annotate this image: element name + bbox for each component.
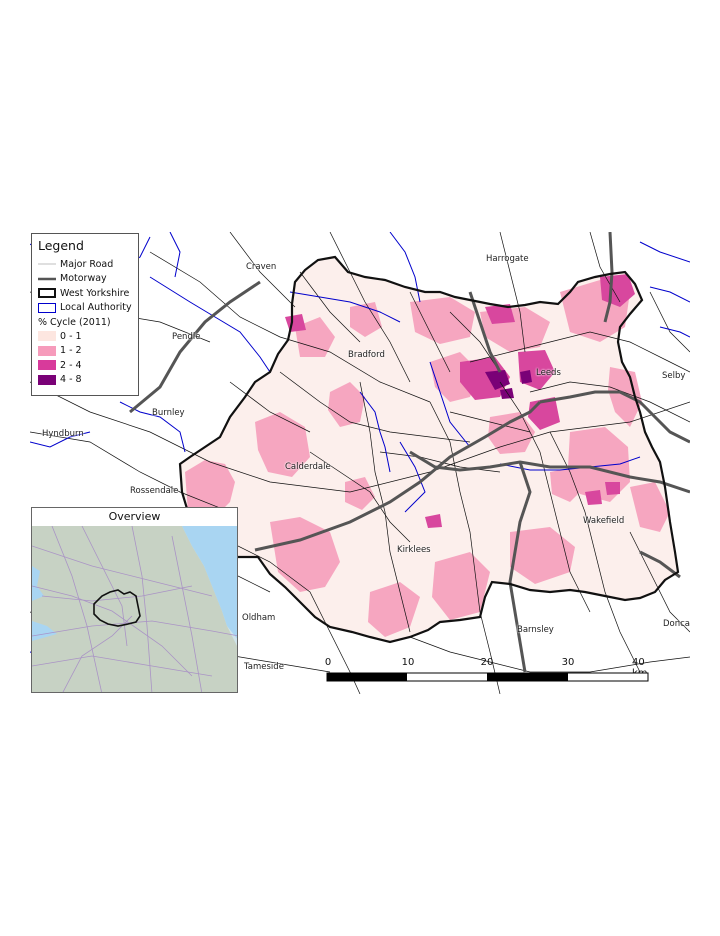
overview-map[interactable]: Overview: [31, 507, 238, 693]
place-label-doncaster: Donca: [663, 619, 690, 629]
scale-label-10: 10: [401, 657, 415, 668]
legend-item-major-road: Major Road: [38, 257, 132, 272]
place-label-calderdale: Calderdale: [285, 462, 331, 472]
legend-item-label: West Yorkshire: [60, 287, 130, 299]
legend-item-local-authority: Local Authority: [38, 301, 132, 316]
place-label-tameside: Tameside: [244, 662, 284, 672]
legend-class-4-8: 4 - 8: [38, 373, 132, 388]
class-label: 2 - 4: [60, 359, 82, 371]
overview-title: Overview: [32, 508, 237, 526]
place-label-hyndburn: Hyndburn: [42, 429, 84, 439]
legend-item-label: Motorway: [60, 273, 107, 285]
legend: Legend Major Road Motorway West Yorkshir…: [31, 233, 139, 396]
west-yorkshire-boundary: [178, 255, 680, 644]
place-label-burnley: Burnley: [152, 408, 185, 418]
place-label-craven: Craven: [246, 262, 277, 272]
place-label-barnsley: Barnsley: [517, 625, 554, 635]
local-authority-symbol: [38, 302, 56, 313]
legend-ramp-title: % Cycle (2011): [38, 316, 111, 328]
legend-class-0-1: 0 - 1: [38, 329, 132, 344]
scale-label-30: 30: [561, 657, 575, 668]
class-swatch: [38, 331, 56, 342]
legend-title: Legend: [38, 238, 84, 253]
place-label-pendle: Pendle: [172, 332, 201, 342]
legend-item-label: Major Road: [60, 258, 114, 270]
major-road-symbol: [38, 259, 56, 269]
west-yorkshire-symbol: [38, 288, 56, 299]
place-label-oldham: Oldham: [242, 613, 276, 623]
class-label: 4 - 8: [60, 374, 82, 386]
place-label-kirklees: Kirklees: [397, 545, 431, 555]
main-map[interactable]: [30, 232, 690, 694]
class-label: 0 - 1: [60, 330, 82, 342]
place-label-leeds: Leeds: [536, 368, 561, 378]
legend-item-label: Local Authority: [60, 302, 132, 314]
legend-item-motorway: Motorway: [38, 272, 132, 287]
overview-map-image: [32, 526, 237, 692]
overview-west-yorkshire-outline: [93, 589, 141, 627]
scale-bar: 0 10 20 30 40 km: [324, 657, 656, 687]
class-swatch: [38, 360, 56, 371]
place-label-harrogate: Harrogate: [486, 254, 529, 264]
scale-label-20: 20: [480, 657, 494, 668]
legend-item-west-yorkshire: West Yorkshire: [38, 286, 132, 301]
place-label-rossendale: Rossendale: [130, 486, 179, 496]
scale-label-0: 0: [324, 657, 332, 668]
motorways: [129, 232, 690, 673]
class-swatch: [38, 345, 56, 356]
place-label-selby: Selby: [662, 371, 686, 381]
scale-bar-graphic: [326, 672, 649, 682]
class-swatch: [38, 374, 56, 385]
legend-class-1-2: 1 - 2: [38, 344, 132, 359]
motorway-symbol: [38, 274, 56, 284]
cycle-class-4-8: [485, 370, 532, 399]
place-label-bradford: Bradford: [348, 350, 385, 360]
legend-class-2-4: 2 - 4: [38, 358, 132, 373]
place-label-wakefield: Wakefield: [583, 516, 625, 526]
class-label: 1 - 2: [60, 345, 82, 357]
